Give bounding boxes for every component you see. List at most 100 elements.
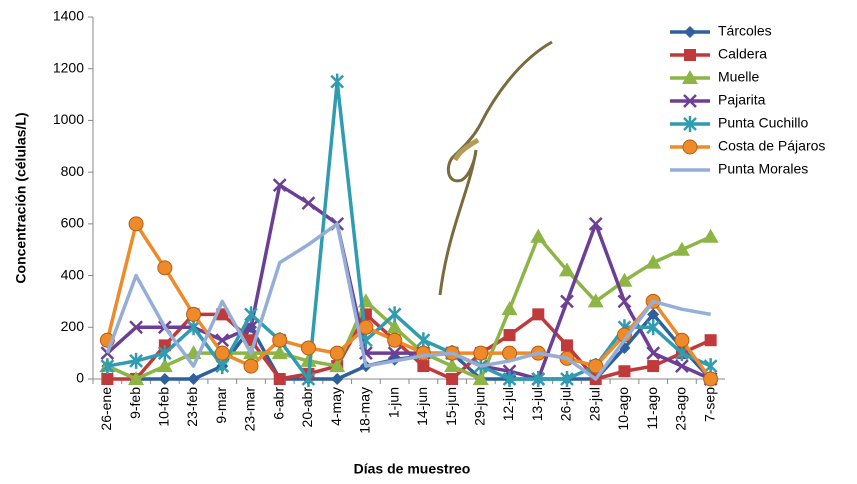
marker bbox=[387, 332, 403, 348]
marker bbox=[156, 358, 173, 373]
marker bbox=[129, 352, 143, 369]
legend-marker bbox=[683, 94, 697, 108]
marker bbox=[301, 371, 316, 387]
marker bbox=[416, 332, 431, 349]
marker bbox=[587, 293, 604, 308]
marker bbox=[617, 294, 632, 309]
x-tick-label: 12-jul bbox=[500, 387, 516, 421]
marker bbox=[301, 196, 316, 211]
marker bbox=[330, 73, 345, 90]
x-tick-label: 10-ago bbox=[615, 387, 631, 431]
marker bbox=[331, 373, 344, 385]
marker bbox=[272, 332, 288, 348]
x-tick-label: 14-jun bbox=[414, 387, 430, 426]
x-tick-label: 23-ago bbox=[673, 387, 689, 431]
marker bbox=[531, 371, 546, 387]
legend-label: Caldera bbox=[718, 46, 767, 62]
y-tick-label: 1400 bbox=[53, 8, 84, 24]
marker bbox=[675, 345, 689, 362]
marker bbox=[530, 228, 547, 243]
marker bbox=[157, 345, 172, 362]
marker bbox=[272, 178, 287, 192]
y-tick-label: 800 bbox=[61, 163, 85, 179]
marker bbox=[560, 371, 574, 387]
x-tick-label: 23-mar bbox=[242, 387, 258, 432]
marker bbox=[618, 365, 631, 378]
marker bbox=[647, 308, 660, 321]
marker bbox=[215, 358, 230, 375]
marker bbox=[243, 358, 259, 374]
marker bbox=[503, 329, 516, 342]
legend-label: Pajarita bbox=[718, 92, 766, 108]
marker bbox=[186, 319, 201, 336]
x-tick-label: 6-abr bbox=[270, 387, 286, 420]
x-tick-label: 9-feb bbox=[127, 387, 143, 419]
y-tick-label: 1000 bbox=[53, 111, 84, 127]
marker bbox=[128, 216, 144, 232]
legend-label: Tárcoles bbox=[718, 23, 772, 39]
y-tick-label: 1200 bbox=[53, 59, 84, 75]
marker bbox=[329, 345, 345, 361]
x-tick-label: 26-ene bbox=[98, 387, 114, 431]
marker bbox=[674, 332, 690, 348]
marker bbox=[300, 352, 317, 367]
marker bbox=[214, 345, 230, 361]
marker bbox=[244, 306, 258, 323]
marker bbox=[588, 358, 604, 374]
marker bbox=[616, 272, 633, 287]
x-tick-label: 1-jun bbox=[385, 387, 401, 418]
legend-marker bbox=[683, 116, 697, 132]
y-tick-label: 200 bbox=[61, 318, 85, 334]
marker bbox=[588, 216, 603, 231]
marker bbox=[273, 373, 286, 385]
marker bbox=[444, 358, 461, 373]
marker bbox=[561, 339, 573, 352]
legend-marker bbox=[682, 70, 698, 84]
marker bbox=[673, 241, 690, 256]
legend-marker bbox=[684, 26, 696, 38]
x-tick-label: 11-ago bbox=[644, 387, 660, 430]
marker bbox=[675, 359, 689, 373]
marker bbox=[186, 306, 202, 322]
legend-marker bbox=[684, 49, 696, 61]
marker bbox=[100, 358, 115, 375]
marker bbox=[129, 320, 143, 335]
marker bbox=[473, 345, 489, 361]
marker bbox=[646, 346, 661, 361]
x-tick-label: 15-jun bbox=[443, 387, 459, 426]
marker bbox=[645, 254, 662, 269]
marker bbox=[157, 260, 173, 276]
marker bbox=[502, 371, 517, 387]
marker bbox=[646, 319, 661, 336]
marker bbox=[532, 308, 545, 321]
legend-label: Punta Morales bbox=[718, 161, 808, 177]
marker bbox=[501, 301, 518, 316]
marker bbox=[101, 373, 114, 385]
marker bbox=[187, 373, 200, 385]
legend-label: Punta Cuchillo bbox=[718, 115, 808, 131]
marker bbox=[387, 306, 402, 323]
series-line bbox=[107, 79, 712, 381]
marker bbox=[358, 319, 374, 335]
marker bbox=[300, 340, 316, 356]
y-tick-label: 400 bbox=[61, 266, 85, 282]
marker bbox=[472, 371, 489, 385]
x-tick-label: 18-may bbox=[357, 387, 373, 434]
x-tick-label: 4-may bbox=[328, 387, 344, 426]
y-tick-label: 600 bbox=[61, 215, 85, 231]
marker bbox=[329, 358, 346, 373]
marker bbox=[446, 373, 459, 385]
diatom-illustration bbox=[438, 40, 553, 296]
marker bbox=[158, 373, 171, 385]
marker bbox=[647, 360, 660, 373]
x-axis-title: Días de muestreo bbox=[354, 461, 471, 477]
y-axis-title: Concentración (células/L) bbox=[13, 112, 29, 283]
legend-label: Muelle bbox=[718, 69, 759, 85]
marker bbox=[702, 228, 719, 243]
x-tick-label: 13-jul bbox=[529, 387, 545, 421]
x-tick-label: 29-jun bbox=[472, 387, 488, 426]
marker bbox=[703, 358, 718, 375]
x-tick-label: 10-feb bbox=[156, 387, 172, 427]
marker bbox=[703, 371, 719, 387]
